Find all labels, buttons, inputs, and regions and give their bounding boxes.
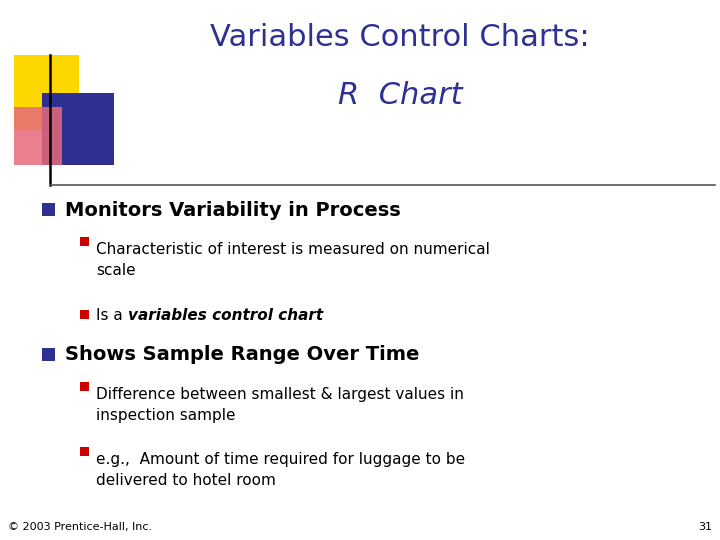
Text: Monitors Variability in Process: Monitors Variability in Process <box>65 200 401 219</box>
Bar <box>42 93 114 165</box>
Bar <box>42 203 55 216</box>
Bar <box>14 107 62 165</box>
Bar <box>42 348 55 361</box>
Text: variables control chart: variables control chart <box>128 307 323 322</box>
Text: Characteristic of interest is measured on numerical
scale: Characteristic of interest is measured o… <box>96 242 490 278</box>
Bar <box>14 55 79 130</box>
Bar <box>80 310 89 319</box>
Text: © 2003 Prentice-Hall, Inc.: © 2003 Prentice-Hall, Inc. <box>8 522 152 532</box>
Bar <box>80 237 89 246</box>
Text: 31: 31 <box>698 522 712 532</box>
Text: Shows Sample Range Over Time: Shows Sample Range Over Time <box>65 346 419 365</box>
Text: e.g.,  Amount of time required for luggage to be
delivered to hotel room: e.g., Amount of time required for luggag… <box>96 452 465 488</box>
Bar <box>80 447 89 456</box>
Bar <box>80 382 89 391</box>
Text: Is a: Is a <box>96 307 127 322</box>
Text: R  Chart: R Chart <box>338 80 462 110</box>
Text: Difference between smallest & largest values in
inspection sample: Difference between smallest & largest va… <box>96 387 464 423</box>
Text: Variables Control Charts:: Variables Control Charts: <box>210 24 590 52</box>
